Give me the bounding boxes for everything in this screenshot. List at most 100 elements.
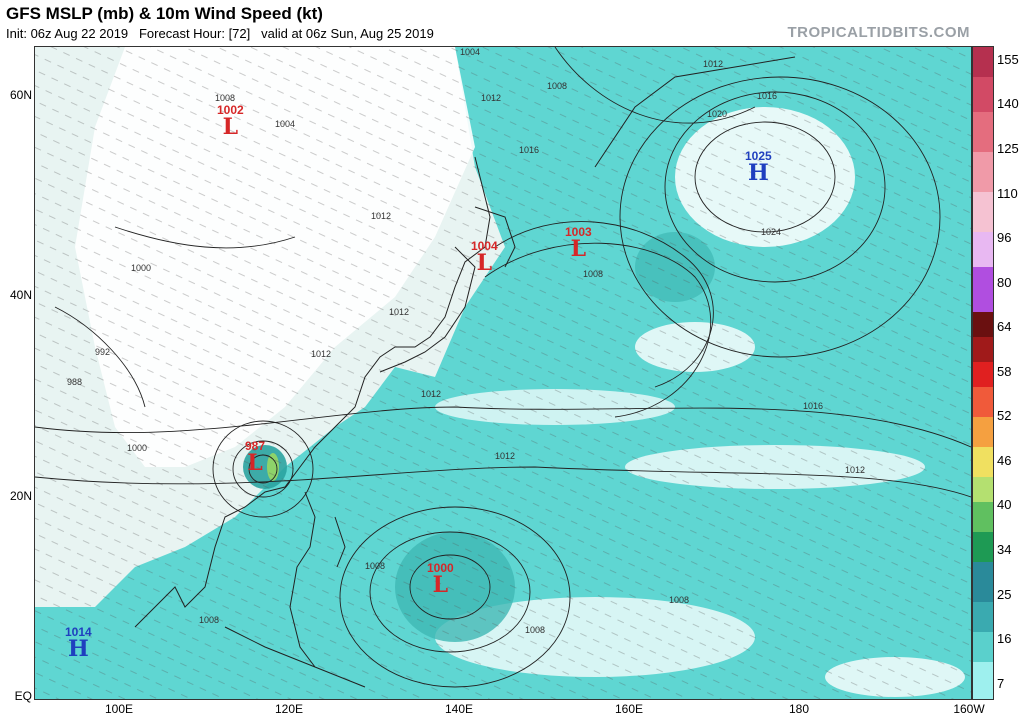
colorbar-segment xyxy=(973,77,993,112)
colorbar-segment xyxy=(973,532,993,562)
low-symbol: L xyxy=(247,450,263,476)
colorbar-segment xyxy=(973,502,993,532)
colorbar-label: 125 xyxy=(997,141,1019,156)
colorbar-segment xyxy=(973,312,993,337)
map-panel: 1004 1012 1008 1016 1020 1024 1012 1008 … xyxy=(34,46,972,700)
colorbar-label: 64 xyxy=(997,319,1012,334)
colorbar-segment xyxy=(973,152,993,192)
pressure-value: 1000 xyxy=(427,561,454,575)
colorbar-segment xyxy=(973,662,993,699)
colorbar-label: 96 xyxy=(997,230,1012,245)
isobar-label: 1012 xyxy=(311,349,332,359)
isobar-label: 992 xyxy=(95,347,111,357)
pressure-value: 1025 xyxy=(745,149,772,163)
colorbar-label: 52 xyxy=(997,408,1012,423)
isobar-label: 1012 xyxy=(481,93,502,103)
lat-label: 60N xyxy=(9,88,32,102)
isobar-label: 988 xyxy=(67,377,83,387)
colorbar-segment xyxy=(973,47,993,77)
brand-watermark: TROPICALTIDBITS.COM xyxy=(787,24,970,41)
isobar-label: 1008 xyxy=(365,561,386,571)
colorbar-label: 58 xyxy=(997,364,1012,379)
lon-label: 160W xyxy=(953,702,985,716)
lon-label: 120E xyxy=(274,702,304,716)
lon-label: 100E xyxy=(104,702,134,716)
wind-speed-fill xyxy=(35,47,971,699)
low-pressure-center: 1003 L xyxy=(565,225,592,262)
high-pressure-center: 1014 H xyxy=(65,625,92,662)
lon-label: 140E xyxy=(444,702,474,716)
colorbar-label: 16 xyxy=(997,631,1012,646)
map-title: GFS MSLP (mb) & 10m Wind Speed (kt) xyxy=(6,4,323,23)
low-symbol: L xyxy=(476,250,493,276)
colorbar-segment xyxy=(973,267,993,312)
isobar-label: 1012 xyxy=(703,59,724,69)
pressure-value: 1002 xyxy=(217,103,244,117)
pressure-value: 1003 xyxy=(565,225,592,239)
colorbar-segment xyxy=(973,632,993,662)
isobar-label: 1008 xyxy=(669,595,690,605)
map-canvas xyxy=(35,47,971,699)
colorbar-segment xyxy=(973,477,993,502)
lon-label: 160E xyxy=(614,702,644,716)
colorbar-segment xyxy=(973,602,993,632)
colorbar-segment xyxy=(973,232,993,267)
isobar-label: 1000 xyxy=(127,443,148,453)
low-pressure-center: 1000 L xyxy=(427,561,454,598)
lon-label: 180 xyxy=(788,702,810,716)
colorbar-label: 110 xyxy=(997,186,1018,201)
coastlines xyxy=(134,56,796,688)
lat-label: 20N xyxy=(9,489,32,503)
low-pressure-center: 987 L xyxy=(245,439,266,476)
isobar-label: 1016 xyxy=(803,401,824,411)
wind-speed-colorbar xyxy=(972,46,994,700)
isobar-label: 1000 xyxy=(131,263,152,273)
low-pressure-center: 1004 L xyxy=(471,239,498,276)
isobar-label: 1024 xyxy=(761,227,782,237)
header: GFS MSLP (mb) & 10m Wind Speed (kt) Init… xyxy=(0,0,1024,46)
lat-label: EQ xyxy=(14,689,32,703)
isobar-label: 1008 xyxy=(215,93,236,103)
high-symbol: H xyxy=(747,160,769,186)
low-symbol: L xyxy=(432,572,449,598)
lat-label: 40N xyxy=(9,288,32,302)
pressure-value: 1004 xyxy=(471,239,498,253)
colorbar-label: 25 xyxy=(997,587,1012,602)
colorbar-label: 140 xyxy=(997,96,1019,111)
pressure-value: 987 xyxy=(245,439,266,453)
colorbar-label: 7 xyxy=(997,676,1005,691)
colorbar-segment xyxy=(973,337,993,362)
isobar-label: 1012 xyxy=(495,451,516,461)
colorbar-label: 34 xyxy=(997,542,1012,557)
pressure-value: 1014 xyxy=(65,625,92,639)
colorbar-label: 80 xyxy=(997,275,1012,290)
isobar-label: 1008 xyxy=(583,269,604,279)
isobar-label: 1016 xyxy=(519,145,540,155)
isobar-label: 1008 xyxy=(525,625,546,635)
high-pressure-center: 1025 H xyxy=(745,149,772,186)
colorbar-segment xyxy=(973,562,993,602)
isobar-label: 1012 xyxy=(845,465,866,475)
isobars xyxy=(35,47,971,688)
colorbar-segment xyxy=(973,417,993,447)
isobar-label: 1012 xyxy=(389,307,410,317)
isobar-label: 1016 xyxy=(757,91,778,101)
high-symbol: H xyxy=(67,636,89,662)
low-symbol: L xyxy=(222,114,239,140)
isobar-label: 1008 xyxy=(547,81,568,91)
colorbar-segment xyxy=(973,112,993,152)
isobar-label: 1020 xyxy=(707,109,728,119)
colorbar-label: 46 xyxy=(997,453,1012,468)
map-subtitle: Init: 06z Aug 22 2019 Forecast Hour: [72… xyxy=(6,26,434,41)
colorbar-label: 40 xyxy=(997,497,1012,512)
colorbar-segment xyxy=(973,387,993,417)
isobar-label: 1008 xyxy=(199,615,220,625)
low-pressure-center: 1002 L xyxy=(217,103,244,140)
colorbar-segment xyxy=(973,192,993,232)
isobar-label: 1004 xyxy=(275,119,296,129)
isobar-label: 1012 xyxy=(421,389,442,399)
isobar-label: 1004 xyxy=(460,47,481,57)
low-symbol: L xyxy=(570,236,587,262)
colorbar-segment xyxy=(973,447,993,477)
colorbar-segment xyxy=(973,362,993,387)
